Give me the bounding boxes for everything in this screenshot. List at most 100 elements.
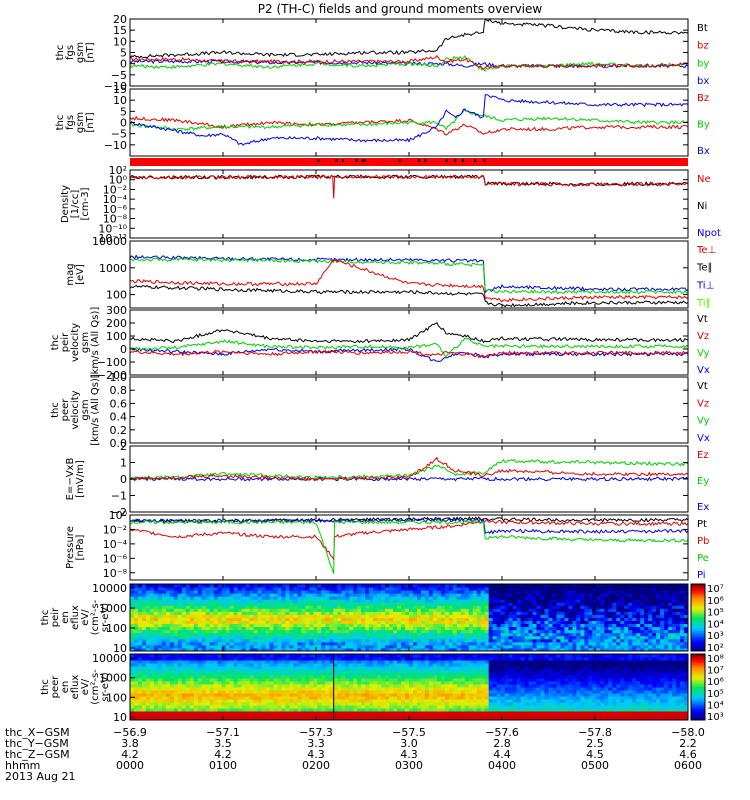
spectrogram-cell bbox=[512, 638, 518, 643]
spectrogram-cell bbox=[520, 587, 526, 591]
spectrogram-cell bbox=[337, 708, 342, 712]
spectrogram-cell bbox=[257, 626, 262, 631]
spectrogram-cell bbox=[389, 626, 394, 631]
spectrogram-cell bbox=[424, 587, 430, 591]
spectrogram-cell bbox=[377, 714, 382, 718]
spectrogram-cell bbox=[205, 702, 211, 706]
spectrogram-cell bbox=[177, 611, 183, 615]
spectrogram-cell bbox=[532, 632, 538, 637]
spectrogram-cell bbox=[480, 641, 486, 646]
spectrogram-cell bbox=[365, 678, 370, 682]
spectrogram-cell bbox=[277, 587, 282, 591]
spectrogram-cell bbox=[201, 584, 207, 588]
spectrogram-cell bbox=[413, 614, 418, 618]
spectrogram-cell bbox=[353, 684, 358, 688]
spectrogram-cell bbox=[293, 687, 298, 691]
spectrogram-cell bbox=[377, 644, 382, 649]
spectrogram-cell bbox=[337, 660, 342, 664]
spectrogram-cell bbox=[241, 614, 247, 618]
spectrogram-cell bbox=[269, 635, 274, 640]
spectrogram-cell bbox=[229, 684, 235, 688]
series-line-red bbox=[129, 456, 689, 482]
spectrogram-cell bbox=[484, 611, 490, 615]
spectrogram-cell bbox=[293, 690, 298, 694]
spectrogram-cell bbox=[145, 684, 151, 688]
spectrogram-cell bbox=[532, 635, 538, 640]
spectrogram-cell bbox=[401, 623, 406, 628]
spectrogram-cell bbox=[568, 620, 573, 624]
spectrogram-cell bbox=[564, 617, 569, 621]
spectrogram-cell bbox=[365, 623, 370, 628]
spectrogram-cell bbox=[580, 584, 585, 588]
spectrogram-cell bbox=[177, 699, 183, 703]
spectrogram-cell bbox=[253, 611, 259, 615]
spectrogram-cell bbox=[536, 623, 541, 628]
spectrogram-cell bbox=[257, 708, 262, 712]
spectrogram-cell bbox=[142, 590, 147, 594]
spectrogram-cell bbox=[353, 638, 358, 643]
spectrogram-cell bbox=[130, 629, 135, 634]
spectrogram-cell bbox=[317, 675, 322, 679]
spectrogram-cell bbox=[668, 602, 673, 606]
spectrogram-cell bbox=[484, 593, 490, 597]
spectrogram-cell bbox=[281, 693, 286, 697]
spectrogram-cell bbox=[484, 629, 490, 634]
spectrogram-cell bbox=[197, 717, 203, 721]
spectrogram-cell bbox=[496, 620, 502, 624]
spectrogram-cell bbox=[249, 666, 255, 670]
spectrogram-cell bbox=[472, 641, 478, 646]
spectrogram-cell bbox=[285, 696, 290, 700]
spectrogram-cell bbox=[600, 605, 605, 609]
spectrogram-cell bbox=[648, 648, 653, 652]
spectrogram-cell bbox=[149, 660, 155, 664]
spectrogram-cell bbox=[413, 617, 418, 621]
spectrogram-cell bbox=[309, 611, 314, 615]
spectrogram-cell bbox=[333, 584, 338, 588]
spectrogram-cell bbox=[225, 614, 231, 618]
spectrogram-cell bbox=[341, 648, 346, 652]
spectrogram-cell bbox=[309, 626, 314, 631]
spectrogram-cell bbox=[249, 620, 255, 624]
spectrogram-cell bbox=[488, 590, 494, 594]
spectrogram-cell bbox=[221, 596, 227, 600]
spectrogram-cell bbox=[205, 638, 211, 643]
spectrogram-cell bbox=[277, 717, 282, 721]
spectrogram-cell bbox=[373, 663, 378, 667]
spectrogram-cell bbox=[600, 641, 605, 646]
spectrogram-cell bbox=[520, 590, 526, 594]
spectrogram-cell bbox=[393, 687, 398, 691]
spectrogram-cell bbox=[520, 602, 526, 606]
spectrogram-cell bbox=[333, 654, 338, 658]
spectrogram-cell bbox=[181, 611, 187, 615]
legend-entry: Npot bbox=[697, 228, 721, 239]
spectrogram-cell bbox=[536, 605, 541, 609]
spectrogram-cell bbox=[225, 687, 231, 691]
spectrogram-cell bbox=[484, 596, 490, 600]
spectrogram-cell bbox=[265, 702, 270, 706]
spectrogram-cell bbox=[365, 620, 370, 624]
spectrogram-cell bbox=[413, 584, 418, 588]
spectrogram-cell bbox=[345, 629, 350, 634]
spectrogram-cell bbox=[173, 587, 179, 591]
spectrogram-cell bbox=[165, 699, 171, 703]
spectrogram-cell bbox=[185, 687, 191, 691]
spectrogram-cell bbox=[205, 635, 211, 640]
spectrogram-cell bbox=[265, 669, 270, 673]
spectrogram-cell bbox=[205, 657, 211, 661]
spectrogram-cell bbox=[277, 699, 282, 703]
spectrogram-cell bbox=[253, 660, 259, 664]
spectrogram-cell bbox=[273, 675, 278, 679]
spectrogram-cell bbox=[377, 660, 382, 664]
spectrogram-cell bbox=[548, 602, 553, 606]
spectrogram-cell bbox=[424, 617, 430, 621]
spectrogram-cell bbox=[213, 629, 219, 634]
spectrogram-cell bbox=[365, 675, 370, 679]
spectrogram-cell bbox=[289, 684, 294, 688]
spectrogram-cell bbox=[157, 681, 163, 685]
spectrogram-cell bbox=[365, 654, 370, 658]
spectrogram-cell bbox=[668, 620, 673, 624]
spectrogram-cell bbox=[389, 657, 394, 661]
spectrogram-cell bbox=[241, 584, 247, 588]
spectrogram-cell bbox=[636, 632, 641, 637]
spectrogram-cell bbox=[265, 611, 270, 615]
